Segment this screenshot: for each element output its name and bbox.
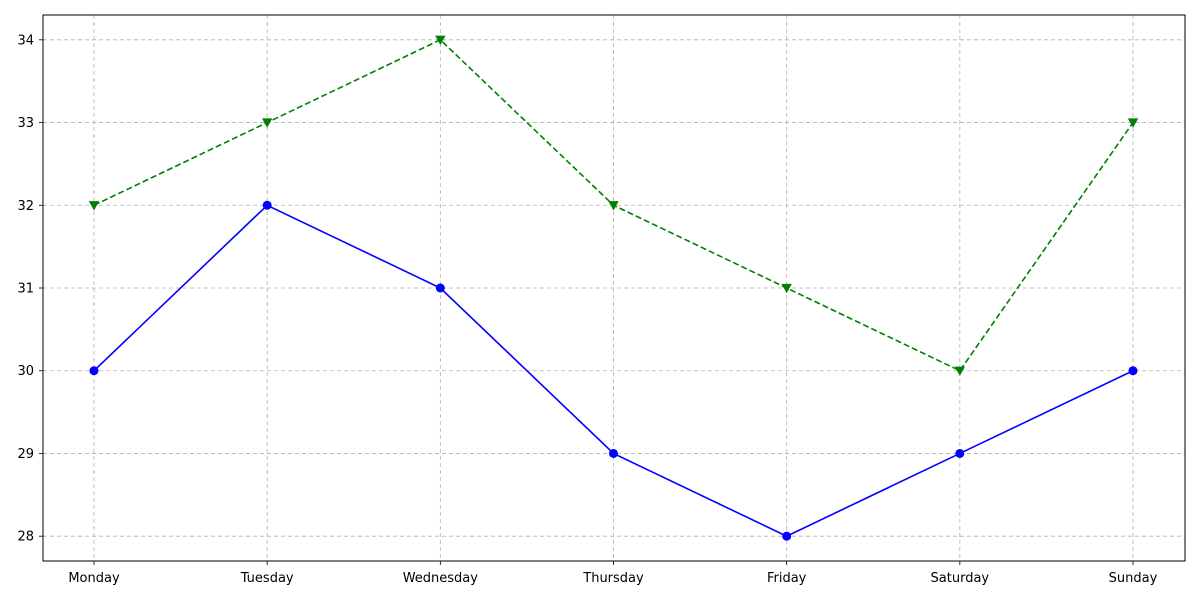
series-1-point bbox=[262, 200, 272, 210]
series-1-point bbox=[89, 366, 99, 376]
series-1-point bbox=[1128, 366, 1138, 376]
series-2-point bbox=[435, 35, 446, 46]
x-tick-label: Saturday bbox=[931, 571, 990, 586]
series-1-point bbox=[435, 283, 445, 293]
x-tick-label: Friday bbox=[767, 571, 807, 586]
axes: Monday Tuesday Wednesday Thursday Friday Satu… bbox=[17, 33, 1157, 586]
x-tick-label: Wednesday bbox=[403, 571, 479, 586]
x-tick-label: Tuesday bbox=[240, 571, 294, 586]
series-1-point bbox=[609, 448, 618, 458]
y-tick-label: 29 bbox=[17, 447, 34, 462]
series-1-point bbox=[782, 531, 792, 541]
series-2-point bbox=[954, 366, 966, 376]
x-tick-label: Sunday bbox=[1109, 571, 1158, 586]
y-tick-label: 32 bbox=[17, 199, 34, 214]
y-tick-label: 33 bbox=[17, 116, 34, 131]
series-2-point bbox=[781, 283, 792, 294]
x-tick-label: Monday bbox=[68, 571, 120, 586]
series-layer bbox=[88, 35, 1139, 541]
y-tick-label: 28 bbox=[17, 530, 34, 545]
y-tick-label: 30 bbox=[17, 364, 34, 379]
series-1-point bbox=[955, 448, 965, 458]
series-2-point bbox=[261, 118, 273, 128]
series-2-point bbox=[88, 201, 100, 211]
y-tick-label: 31 bbox=[17, 282, 34, 297]
x-tick-label: Thursday bbox=[582, 571, 644, 586]
series-2-point bbox=[608, 201, 619, 211]
y-tick-label: 34 bbox=[17, 33, 34, 48]
series-2-point bbox=[1127, 118, 1139, 128]
grid bbox=[43, 15, 1185, 561]
